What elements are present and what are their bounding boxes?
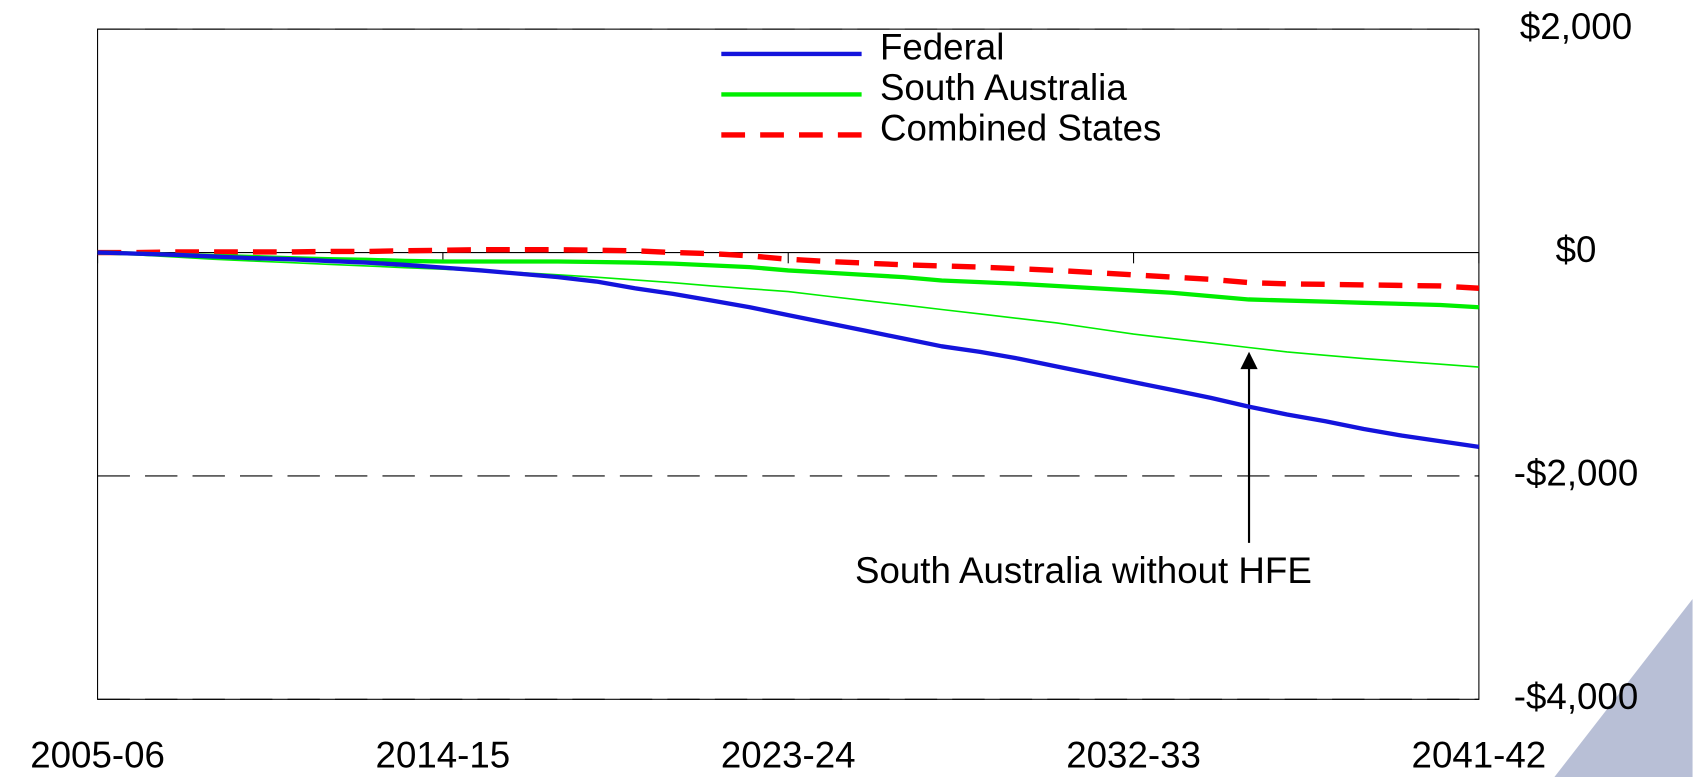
legend-label: Federal [880, 26, 1004, 67]
legend-label: Combined States [880, 107, 1161, 148]
arrow-head [1240, 351, 1258, 370]
y-tick-label: -$4,000 [1514, 676, 1638, 717]
series-line [97, 250, 1480, 450]
y-tick-label: -$2,000 [1514, 453, 1638, 494]
x-tick-label: 2023-24 [721, 734, 856, 775]
series-line [97, 251, 1479, 368]
annotation: South Australia without HFE [855, 550, 1312, 591]
x-tick-label: 2014-15 [376, 734, 511, 775]
x-tick-label: 2005-06 [30, 734, 165, 775]
x-tick-label: 2032-33 [1066, 734, 1201, 775]
x-tick-label: 2041-42 [1412, 734, 1547, 775]
plot-frame [97, 28, 1480, 700]
y-tick-label: $0 [1556, 229, 1597, 270]
y-tick-label: $2,000 [1520, 6, 1632, 47]
decoration [1554, 598, 1693, 777]
legend-label: South Australia [880, 67, 1127, 108]
